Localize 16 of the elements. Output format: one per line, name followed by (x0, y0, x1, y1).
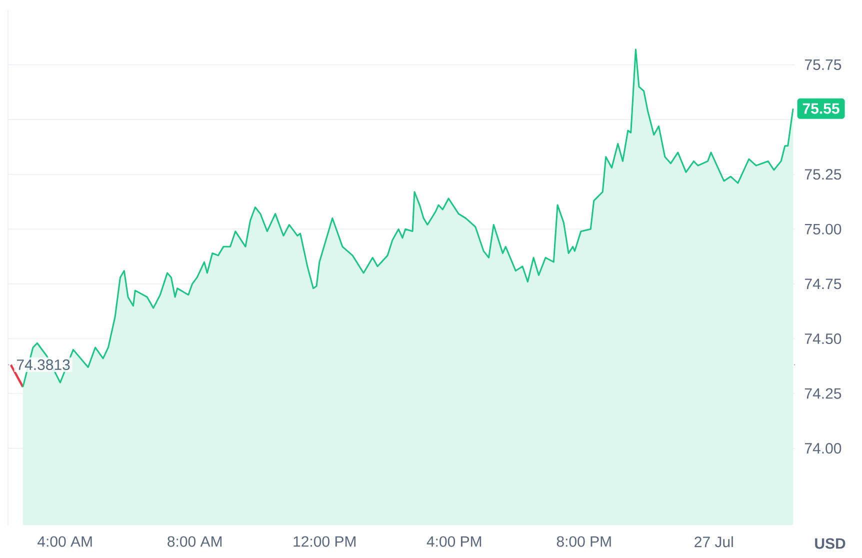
x-tick-label: 4:00 PM (426, 536, 482, 547)
x-tick-label: 27 Jul (694, 536, 733, 548)
y-tick-label: 75.75 (804, 60, 842, 70)
x-tick-label: 8:00 AM (168, 536, 222, 547)
x-tick-label: 4:00 AM (38, 536, 92, 547)
y-tick-label: 75.00 (804, 224, 842, 234)
y-tick-label: 75.25 (804, 169, 842, 180)
x-tick-label: 12:00 PM (294, 536, 356, 547)
x-tick-label: 8:00 PM (556, 536, 611, 547)
y-tick-label: 74.75 (804, 278, 842, 290)
y-axis-title: USD (815, 538, 846, 549)
y-tick-label: 74.25 (804, 388, 842, 399)
y-tick-label: 74.00 (804, 442, 842, 454)
ref-line-label: 74.3813 (16, 359, 70, 370)
annotation: 75.55 (802, 103, 840, 114)
y-tick-label: 74.50 (804, 333, 842, 344)
